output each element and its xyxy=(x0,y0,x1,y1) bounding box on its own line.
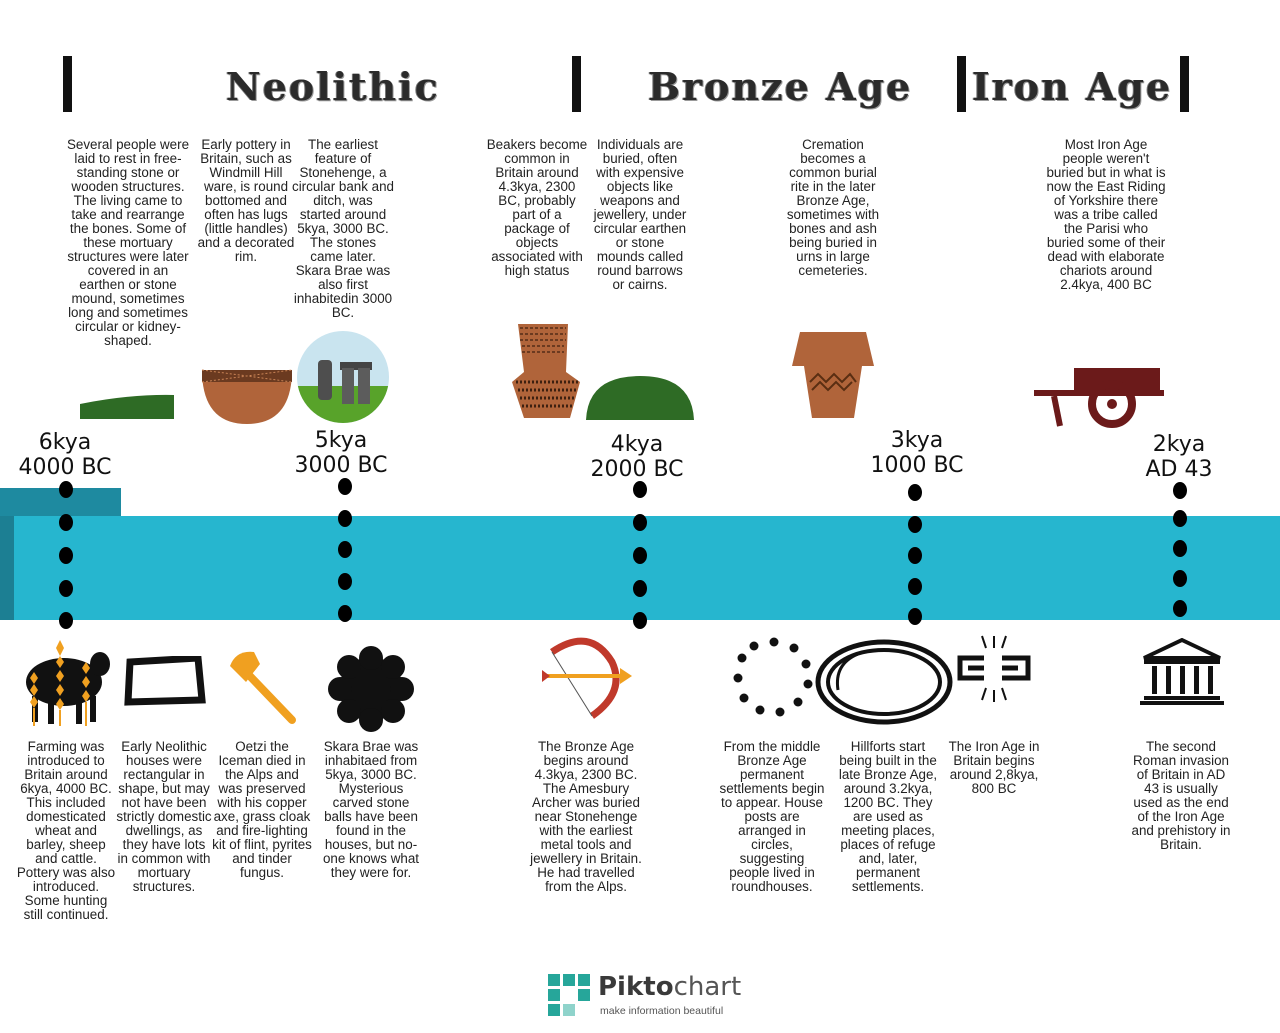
rectangular-house-icon xyxy=(124,656,206,706)
timeline-marker-dot xyxy=(59,481,73,498)
bottom-text-iron-age-begins: The Iron Age in Britain begins around 2,… xyxy=(948,739,1040,796)
date-label-2kya: 2kya AD 43 xyxy=(1114,432,1244,482)
era-title-bronze-age: Bronze Age xyxy=(648,64,913,109)
era-divider xyxy=(572,56,581,112)
timeline-marker-dot xyxy=(338,605,352,622)
timeline-marker-dot xyxy=(1173,540,1187,557)
round-barrow-icon xyxy=(586,376,694,420)
date-year: 4000 BC xyxy=(18,455,112,480)
timeline-marker-dot xyxy=(338,478,352,495)
timeline-marker-dot xyxy=(338,573,352,590)
timeline-marker-dot xyxy=(908,578,922,595)
round-pottery-bowl-icon xyxy=(201,369,293,424)
broken-chain-icon xyxy=(957,635,1031,702)
date-label-5kya: 5kya 3000 BC xyxy=(276,428,406,478)
era-divider xyxy=(1180,56,1189,112)
date-kya: 5kya xyxy=(314,428,368,453)
bottom-text-neolithic-houses: Early Neolithic houses were rectangular … xyxy=(116,739,212,894)
chariot-icon xyxy=(1034,368,1164,428)
timeline-marker-dot xyxy=(908,484,922,501)
cremation-urn-icon xyxy=(792,332,874,418)
bottom-text-hillforts: Hillforts start being built in the late … xyxy=(838,739,938,894)
timeline-marker-dot xyxy=(633,514,647,531)
bottom-text-oetzi: Oetzi the Iceman died in the Alps and wa… xyxy=(212,739,312,880)
timeline-marker-dot xyxy=(633,547,647,564)
timeline-marker-dot xyxy=(59,547,73,564)
stonehenge-icon xyxy=(297,331,389,423)
top-text-parisi-chariots: Most Iron Age people weren't buried but … xyxy=(1046,137,1166,292)
date-label-4kya: 4kya 2000 BC xyxy=(572,432,702,482)
piktochart-wordmark-bold: Pikto xyxy=(598,972,674,1002)
piktochart-wordmark-light: chart xyxy=(673,972,742,1002)
beaker-pot-icon xyxy=(512,324,580,418)
top-text-round-barrows: Individuals are buried, often with expen… xyxy=(593,137,687,292)
hillfort-icon xyxy=(815,639,953,725)
timeline-marker-dot xyxy=(908,608,922,625)
top-text-early-pottery: Early pottery in Britain, such as Windmi… xyxy=(197,137,295,264)
top-text-beakers: Beakers become common in Britain around … xyxy=(486,137,588,278)
carved-stone-ball-icon xyxy=(328,646,414,732)
date-year: AD 43 xyxy=(1145,457,1213,482)
timeline-marker-dot xyxy=(908,516,922,533)
piktochart-tagline: make information beautiful xyxy=(600,1005,724,1017)
piktochart-logo-icon xyxy=(548,974,590,1016)
timeline-marker-dot xyxy=(59,514,73,531)
timeline-marker-dot xyxy=(59,580,73,597)
timeline-band xyxy=(14,516,1280,620)
timeline-marker-dot xyxy=(1173,600,1187,617)
top-text-cremation: Cremation becomes a common burial rite i… xyxy=(786,137,880,278)
timeline-marker-dot xyxy=(338,541,352,558)
bottom-text-settlements: From the middle Bronze Age permanent set… xyxy=(719,739,825,894)
date-year: 3000 BC xyxy=(294,453,388,478)
roundhouse-post-circle-icon xyxy=(733,637,813,717)
sheep-and-wheat-icon xyxy=(26,640,110,726)
timeline-marker-dot xyxy=(338,510,352,527)
date-kya: 3kya xyxy=(890,428,944,453)
era-title-neolithic: Neolithic xyxy=(226,64,440,109)
timeline-marker-dot xyxy=(1173,570,1187,587)
piktochart-wordmark: Piktochart xyxy=(598,972,741,1002)
bottom-text-skara-brae: Skara Brae was inhabitaed from 5kya, 300… xyxy=(322,739,420,880)
timeline-marker-dot xyxy=(1173,482,1187,499)
date-year: 2000 BC xyxy=(590,457,684,482)
era-divider xyxy=(63,56,72,112)
bottom-text-bronze-age-begins: The Bronze Age begins around 4.3kya, 230… xyxy=(530,739,642,894)
copper-axe-icon xyxy=(230,651,296,724)
roman-temple-icon xyxy=(1140,638,1224,705)
date-label-3kya: 3kya 1000 BC xyxy=(852,428,982,478)
date-kya: 4kya xyxy=(610,432,664,457)
date-kya: 6kya xyxy=(38,430,92,455)
date-year: 1000 BC xyxy=(870,453,964,478)
bow-and-arrow-icon xyxy=(542,637,632,719)
timeline-marker-dot xyxy=(59,612,73,629)
top-text-stonehenge: The earliest feature of Stonehenge, a ci… xyxy=(292,137,394,320)
era-divider xyxy=(957,56,966,112)
date-label-6kya: 6kya 4000 BC xyxy=(0,430,130,480)
timeline-marker-dot xyxy=(908,547,922,564)
long-barrow-icon xyxy=(80,394,174,419)
bottom-text-roman-invasion: The second Roman invasion of Britain in … xyxy=(1131,739,1231,852)
timeline-marker-dot xyxy=(633,612,647,629)
timeline-marker-dot xyxy=(633,481,647,498)
era-title-iron-age: Iron Age xyxy=(972,64,1173,109)
timeline-marker-dot xyxy=(633,580,647,597)
top-text-mortuary-structures: Several people were laid to rest in free… xyxy=(66,137,190,348)
timeline-marker-dot xyxy=(1173,510,1187,527)
bottom-text-farming: Farming was introduced to Britain around… xyxy=(16,739,116,922)
date-kya: 2kya xyxy=(1152,432,1206,457)
